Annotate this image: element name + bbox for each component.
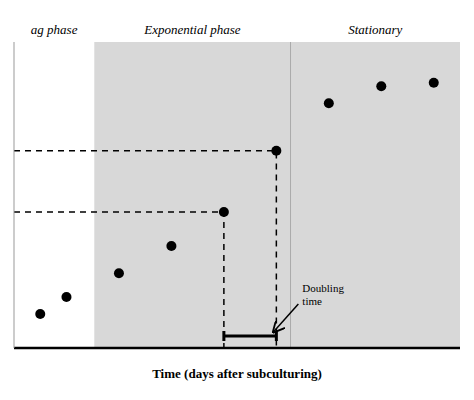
data-point (35, 309, 45, 319)
guide-line (14, 212, 224, 348)
y-axis-line (14, 42, 15, 348)
phase-region (291, 42, 460, 348)
data-point (114, 268, 124, 278)
annotation: Doublingtime (302, 282, 344, 307)
annotation-line: time (302, 295, 322, 307)
phase-region (94, 42, 290, 348)
data-point (376, 81, 386, 91)
doubling-bracket (224, 331, 276, 341)
phase-label: Stationary (348, 22, 402, 37)
phase-label: ag phase (31, 22, 78, 37)
plot-area (14, 42, 460, 348)
annotation-arrow (273, 304, 298, 332)
phase-label: Exponential phase (143, 22, 241, 37)
x-axis-label: Time (days after subculturing) (152, 366, 322, 381)
data-point (324, 98, 334, 108)
chart: ag phase Exponential phase Stationary Doubl… (0, 0, 474, 400)
annotation-line: Doubling (302, 282, 344, 294)
data-point (429, 78, 439, 88)
phase-divider (290, 42, 291, 348)
data-point (61, 292, 71, 302)
guide-line (14, 151, 276, 348)
phase-region (14, 42, 94, 348)
data-point (271, 146, 281, 156)
x-axis-line (14, 347, 460, 350)
data-point (166, 241, 176, 251)
data-point (219, 207, 229, 217)
